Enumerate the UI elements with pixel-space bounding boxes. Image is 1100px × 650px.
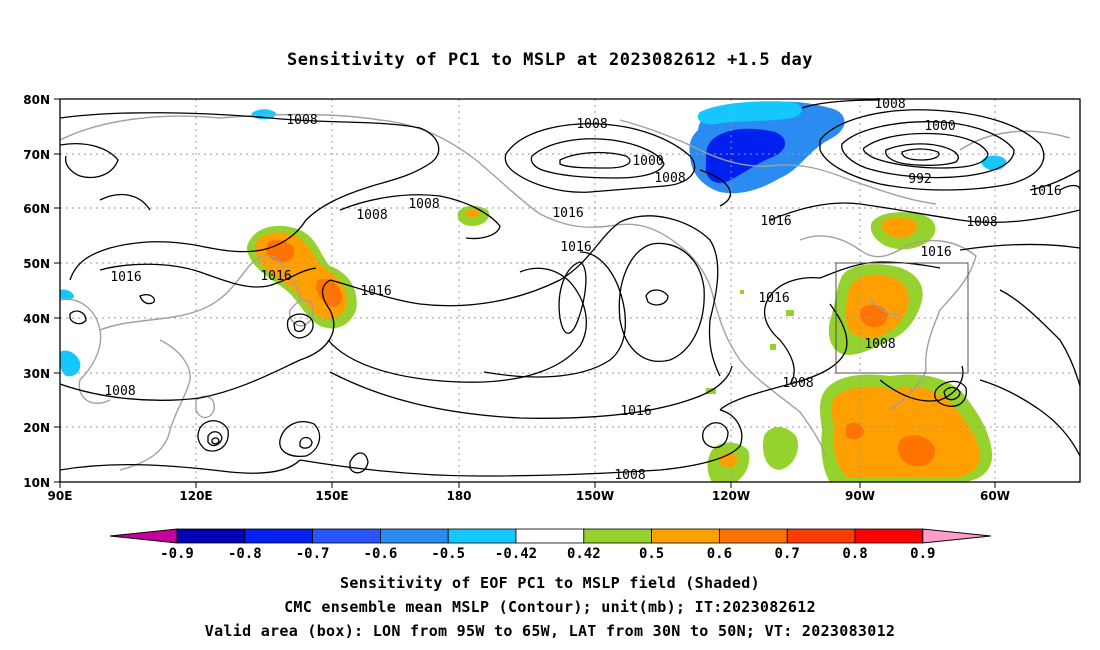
lat-label: 60N [23,202,50,216]
contour-label: 1016 [552,206,583,221]
lon-label: 150E [315,489,348,503]
colorbar-segment [515,528,585,544]
contour-label: 1008 [614,468,645,483]
lon-label: 180 [446,489,471,503]
positive-sensitivity-labrador-core [881,217,918,238]
contour-label: 992 [908,172,931,187]
contour-label: 1008 [966,215,997,230]
lat-label: 70N [23,148,50,162]
negative-sensitivity-arctic-edge [697,101,802,125]
negative-sensitivity-india [60,350,81,377]
contour-label: 1008 [286,113,317,128]
colorbar-tick-label: 0.5 [639,546,664,562]
contour-label: 1016 [920,245,951,260]
colorbar-labels: -0.9 -0.8 -0.7 -0.6 -0.5 -0.42 0.42 0.5 0.6 0.7 0.… [160,546,935,562]
valid-area-box [835,262,969,374]
colorbar-segment [719,528,788,544]
colorbar-low-triangle [109,528,178,544]
positive-sensitivity-atlantic [831,386,980,478]
map-title: Sensitivity of PC1 to MSLP at 2023082612… [286,50,813,70]
colorbar-tick-label: 0.9 [910,546,935,562]
colorbar-segment [651,528,720,544]
contour-label: 1008 [864,337,895,352]
caption-line-3: Valid area (box): LON from 95W to 65W, L… [204,622,896,640]
mslp-contours [60,99,1080,477]
contour-label: 1016 [1030,184,1061,199]
colorbar [109,528,991,544]
colorbar-high-triangle [922,528,991,544]
contour-label: 1008 [104,384,135,399]
lon-label: 60W [980,489,1010,503]
contour-label: 1008 [356,208,387,223]
colorbar-tick-label: -0.6 [364,546,398,562]
colorbar-segment [786,528,856,544]
latitude-labels: 80N 70N 60N 50N 40N 30N 20N 10N [23,93,50,490]
colorbar-tick-label: 0.7 [775,546,800,562]
lat-label: 50N [23,257,50,271]
longitude-labels: 90E 120E 150E 180 150W 120W 90W 60W [48,489,1010,503]
contour-label: 1016 [110,270,141,285]
positive-sensitivity-dateline-core [466,209,480,218]
axis-ticks [54,98,996,488]
contour-label: 1008 [654,171,685,186]
lat-label: 30N [23,367,50,381]
caption-line-2: CMC ensemble mean MSLP (Contour); unit(m… [284,598,816,616]
colorbar-tick-label: -0.8 [228,546,262,562]
lon-label: 120W [712,489,750,503]
colorbar-segment [379,528,449,544]
colorbar-tick-label: -0.42 [495,546,537,562]
lat-label: 20N [23,421,50,435]
contour-labels: 1008 1008 1008 1008 1000 1008 1000 992 1… [104,97,1061,483]
colorbar-segment [447,528,517,544]
colorbar-tick-label: 0.8 [842,546,867,562]
colorbar-tick-label: -0.9 [160,546,194,562]
caption-line-1: Sensitivity of EOF PC1 to MSLP field (Sh… [340,574,760,592]
lon-label: 90E [48,489,73,503]
contour-label: 1016 [560,240,591,255]
contour-label: 1016 [260,269,291,284]
colorbar-tick-label: -0.5 [431,546,465,562]
contour-label: 1016 [760,214,791,229]
lat-label: 80N [23,93,50,107]
contour-label-extra: 1016 [758,291,789,306]
lon-label: 90W [845,489,875,503]
contour-label: 1016 [620,404,651,419]
contour-label: 1008 [408,197,439,212]
contour-label: 1016 [360,284,391,299]
contour-label: 1008 [874,97,905,112]
colorbar-segment [312,528,381,544]
contour-label: 1008 [576,117,607,132]
contour-label: 1000 [924,119,955,134]
positive-sensitivity-mexico [707,427,799,482]
negative-sensitivity-arctic-core [705,128,786,183]
colorbar-segment [176,528,246,544]
lon-label: 120E [179,489,212,503]
colorbar-segment [583,528,652,544]
contour-label: 1000 [632,154,663,169]
positive-sensitivity-atlantic-core [846,422,935,467]
colorbar-segment [244,528,314,544]
colorbar-tick-label: 0.6 [707,546,732,562]
plot-frame [59,98,1081,483]
contour-label: 1008 [782,376,813,391]
lat-label: 40N [23,312,50,326]
colorbar-segment [854,528,924,544]
colorbar-tick-label: 0.42 [567,546,601,562]
lat-label: 10N [23,476,50,490]
positive-sensitivity-eastcoast-core [860,304,888,328]
colorbar-tick-label: -0.7 [296,546,330,562]
lon-label: 150W [576,489,614,503]
grid-lines [60,99,1080,482]
negative-sensitivity-arabia [60,289,74,300]
